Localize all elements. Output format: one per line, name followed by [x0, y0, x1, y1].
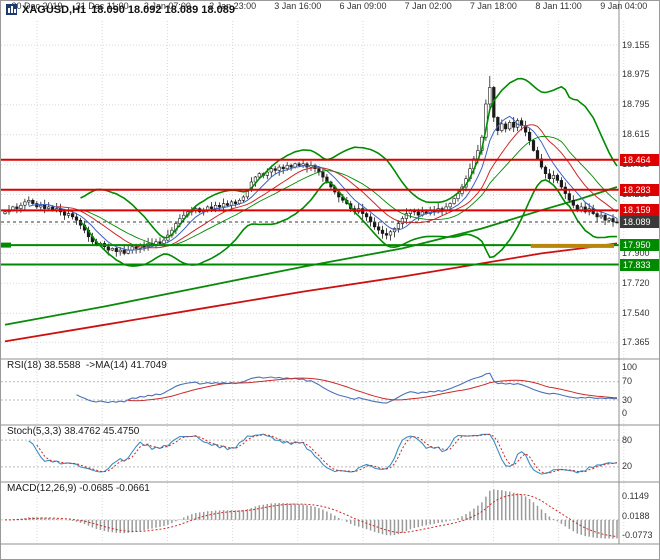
price-level-badge: 18.283	[620, 183, 659, 196]
stoch-axis-tick[interactable]: 80	[622, 434, 633, 445]
chart-window-icon	[6, 4, 17, 16]
price-axis-tick[interactable]: 17.720	[622, 277, 650, 288]
time-axis-label[interactable]: 2 Jan 07:00	[143, 1, 191, 11]
ma-fast-line	[28, 115, 618, 251]
price-axis-tick[interactable]: 17.540	[622, 307, 650, 318]
rsi-axis-tick[interactable]: 30	[622, 394, 633, 405]
price-axis-tick[interactable]: 17.365	[622, 336, 650, 347]
price-level-badge: 17.833	[620, 258, 659, 271]
stoch-k-line	[28, 433, 618, 475]
price-axis-tick[interactable]: 19.155	[622, 39, 650, 50]
chart-ohlc-quotes: 18.090 18.092 18.089 18.089	[91, 4, 235, 16]
macd-axis-tick[interactable]: 0.1149	[622, 491, 649, 502]
price-level-badge: 18.159	[620, 204, 659, 217]
rsi-line	[76, 372, 617, 404]
time-axis-label[interactable]: 3 Jan 16:00	[274, 1, 322, 11]
grid-layer	[1, 21, 625, 542]
macd-label: MACD(12,26,9) -0.0685 -0.0661	[7, 483, 150, 494]
rsi-axis-tick[interactable]: 70	[622, 376, 633, 387]
price-axis-tick[interactable]: 17.900	[622, 247, 650, 258]
time-axis-label[interactable]: 30 Dec 2019	[11, 1, 63, 11]
stoch-panel	[1, 433, 619, 475]
rsi-panel	[1, 372, 619, 404]
time-axis-label[interactable]: 6 Jan 09:00	[339, 1, 387, 11]
time-axis-label[interactable]: 8 Jan 11:00	[535, 1, 582, 11]
time-axis-label[interactable]: 2 Jan 23:00	[209, 1, 257, 11]
chart-title-bar: XAGUSD,H1 18.090 18.092 18.089 18.089	[6, 4, 235, 16]
price-level-badge: 17.950	[620, 239, 659, 252]
price-level-badge: 18.464	[620, 153, 659, 166]
rsi-ma-line	[128, 377, 618, 402]
macd-axis-tick[interactable]: 0.0188	[622, 510, 650, 521]
macd-panel	[1, 489, 619, 539]
rsi-axis-tick[interactable]: 0	[622, 408, 628, 419]
macd-axis-tick[interactable]: -0.0773	[622, 529, 653, 540]
level-lines[interactable]	[1, 158, 619, 266]
rsi-label: RSI(18) 38.5588 ->MA(14) 41.7049	[7, 360, 167, 371]
stoch-label: Stoch(5,3,3) 38.4762 45.4750	[7, 426, 140, 437]
price-axis-tick[interactable]: 18.615	[622, 129, 650, 140]
trend-lines[interactable]	[4, 186, 618, 343]
left-level-marker	[1, 242, 11, 248]
rsi-axis-tick[interactable]: 100	[622, 362, 638, 373]
chart-symbol-label: XAGUSD,H1	[22, 4, 87, 16]
gold-price-segment[interactable]	[530, 243, 614, 248]
time-axis-label[interactable]: 7 Jan 18:00	[469, 1, 517, 11]
time-axis-label[interactable]: 7 Jan 02:00	[404, 1, 452, 11]
price-axis-tick[interactable]: 18.975	[622, 69, 650, 80]
stoch-d-line	[36, 433, 618, 474]
price-axis-tick[interactable]: 18.795	[622, 99, 650, 110]
trend-green-ma-line	[4, 186, 618, 326]
time-axis-label[interactable]: 9 Jan 04:00	[600, 1, 648, 11]
ma-mid-line	[56, 124, 618, 249]
bollinger-upper-line	[80, 77, 618, 239]
current-price-badge: 18.089	[620, 216, 659, 229]
stoch-axis-tick[interactable]: 20	[622, 461, 633, 472]
time-axis-label[interactable]: 31 Dec 11:00	[75, 1, 129, 11]
panel-separators	[1, 1, 659, 545]
trend-red-ma-line	[4, 242, 618, 343]
bollinger-lower-line	[79, 179, 617, 267]
